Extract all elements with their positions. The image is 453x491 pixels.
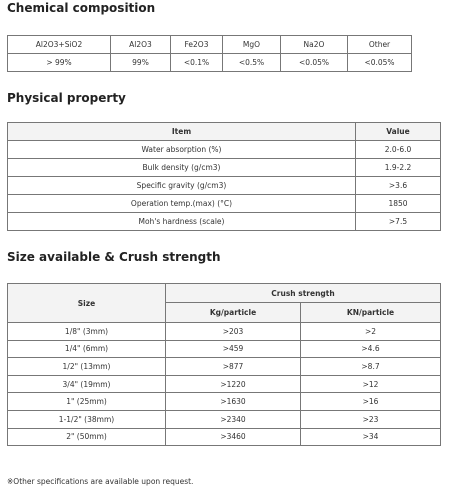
header-cell: Fe2O3 [170,35,223,54]
header-row: Item Value [7,122,441,141]
data-cell: >3.6 [355,176,441,195]
data-row: 1/2" (13mm) >877 >8.7 [7,357,441,376]
section-title: Size available & Crush strength [7,250,221,264]
data-row: 1-1/2" (38mm) >2340 >23 [7,409,441,429]
header-cell: Kg/particle [165,302,301,323]
data-cell: Operation temp.(max) (°C) [7,194,356,213]
data-cell: >8.7 [300,357,441,376]
data-cell: 1" (25mm) [7,392,166,411]
data-row: Specific gravity (g/cm3) >3.6 [7,176,441,195]
size-table: Size Crush strength Kg/particle KN/particle… [7,283,441,447]
data-cell: >3460 [165,427,301,447]
data-cell: >459 [165,339,301,359]
header-cell: Item [7,122,356,141]
data-cell: Specific gravity (g/cm3) [7,176,356,195]
header-cell: Value [355,122,441,141]
data-cell: >2 [300,322,441,341]
data-cell: >16 [300,392,441,411]
data-cell: >12 [300,374,441,394]
section-title: Physical property [7,91,126,105]
value-cell: > 99% [7,53,111,72]
data-row: Moh's hardness (scale) >7.5 [7,212,441,231]
data-cell: 3/4" (19mm) [7,374,166,394]
data-cell: Moh's hardness (scale) [7,212,356,231]
data-cell: >1630 [165,392,301,411]
header-row: Size Crush strength [7,283,441,323]
value-cell: <0.05% [347,53,412,72]
header-row: Al2O3+SiO2 Al2O3 Fe2O3 MgO Na2O Other [7,35,412,54]
section-title: Chemical composition [7,1,156,15]
data-row: 1/8" (3mm) >203 >2 [7,322,441,341]
data-cell: >34 [300,427,441,447]
data-cell: >203 [165,322,301,341]
data-cell: Water absorption (%) [7,140,356,159]
header-cell: KN/particle [300,302,441,323]
data-cell: 1.9-2.2 [355,158,441,177]
header-cell: Crush strength [165,283,441,303]
data-cell: 1850 [355,194,441,213]
data-cell: >877 [165,357,301,376]
header-row: Kg/particle KN/particle [8,302,441,323]
data-cell: 2" (50mm) [7,427,166,447]
value-row: > 99% 99% <0.1% <0.5% <0.05% <0.05% [7,53,412,72]
data-row: 1" (25mm) >1630 >16 [7,392,441,411]
footnote: ※Other specifications are available upon… [7,477,194,486]
value-cell: <0.1% [170,53,223,72]
data-cell: 2.0-6.0 [355,140,441,159]
data-cell: >7.5 [355,212,441,231]
value-cell: <0.5% [222,53,281,72]
data-cell: 1/4" (6mm) [7,339,166,359]
header-cell: Al2O3+SiO2 [7,35,111,54]
data-row: Bulk density (g/cm3) 1.9-2.2 [7,158,441,177]
data-cell: >23 [300,409,441,429]
header-cell: MgO [222,35,281,54]
data-row: 1/4" (6mm) >459 >4.6 [7,339,441,359]
data-cell: >1220 [165,374,301,394]
data-cell: 1-1/2" (38mm) [7,409,166,429]
data-cell: Bulk density (g/cm3) [7,158,356,177]
data-cell: >4.6 [300,339,441,359]
header-cell: Al2O3 [110,35,171,54]
value-cell: 99% [110,53,171,72]
data-row: Water absorption (%) 2.0-6.0 [7,140,441,159]
header-cell: Na2O [280,35,348,54]
header-cell: Other [347,35,412,54]
data-cell: 1/2" (13mm) [7,357,166,376]
value-cell: <0.05% [280,53,348,72]
data-row: 3/4" (19mm) >1220 >12 [7,374,441,394]
header-cell: Size [7,283,166,323]
data-cell: 1/8" (3mm) [7,322,166,341]
data-row: Operation temp.(max) (°C) 1850 [7,194,441,213]
chemical-table: Al2O3+SiO2 Al2O3 Fe2O3 MgO Na2O Other > 99% 99%… [7,35,412,72]
data-cell: >2340 [165,409,301,429]
physical-table: Item Value Water absorption (%) 2.0-6.0 Bulk… [7,122,441,231]
data-row: 2" (50mm) >3460 >34 [7,427,441,447]
